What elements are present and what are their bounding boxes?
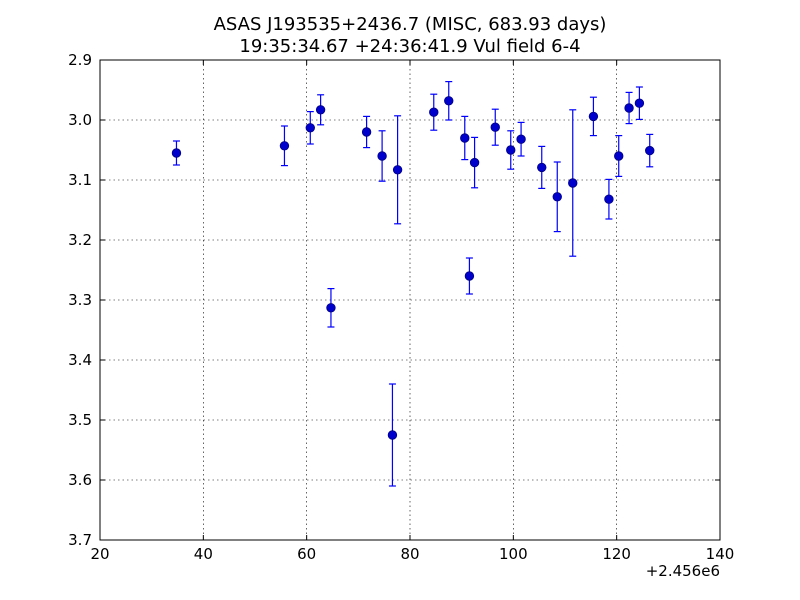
y-tick-label: 2.9 [68,51,92,69]
data-point [516,134,526,144]
x-offset-label: +2.456e6 [646,562,720,580]
data-point [614,151,624,161]
data-point [464,271,475,281]
data-point [315,105,326,115]
data-point [588,111,599,122]
y-tick-label: 3.2 [68,231,92,249]
data-point [387,430,398,440]
y-tick-label: 3.5 [68,411,92,429]
x-tick-label: 120 [602,545,631,563]
data-point [305,123,315,133]
x-tick-label: 60 [297,545,316,563]
data-layer [171,80,655,487]
y-tick-label: 3.3 [68,291,92,309]
data-point [377,151,387,161]
y-tick-label: 3.1 [68,171,92,189]
ticks: 20 40 60 80 100 120 140 2.9 3.0 3.1 3.2 3.3 3.4 3.5 3.… [68,51,734,563]
chart-title: ASAS J193535+2436.7 (MISC, 683.93 days) [214,14,607,35]
x-tick-label: 20 [90,545,109,563]
y-tick-label: 3.6 [68,471,92,489]
data-point [624,103,634,113]
data-point [392,165,403,175]
data-point [279,141,290,151]
y-tick-label: 3.7 [68,531,92,549]
data-point [469,157,480,168]
data-point [171,148,182,158]
chart-subtitle: 19:35:34.67 +24:36:41.9 Vul field 6-4 [239,36,580,57]
data-point [429,107,439,117]
data-point [645,145,655,156]
plot-frame [99,59,721,541]
x-tick-label: 100 [499,545,528,563]
data-point [506,145,516,155]
y-tick-label: 3.0 [68,111,92,129]
data-point [552,192,562,202]
grid [100,60,720,540]
x-tick-label: 80 [400,545,419,563]
data-point [490,122,500,132]
data-point [604,194,614,204]
data-point [460,133,470,143]
data-point [361,127,372,137]
data-point [444,96,454,106]
data-point [634,98,645,108]
data-point [568,178,578,188]
x-tick-label: 40 [194,545,213,563]
y-tick-label: 3.4 [68,351,92,369]
x-tick-label: 140 [706,545,735,563]
data-point [537,162,547,173]
data-point [326,303,336,313]
